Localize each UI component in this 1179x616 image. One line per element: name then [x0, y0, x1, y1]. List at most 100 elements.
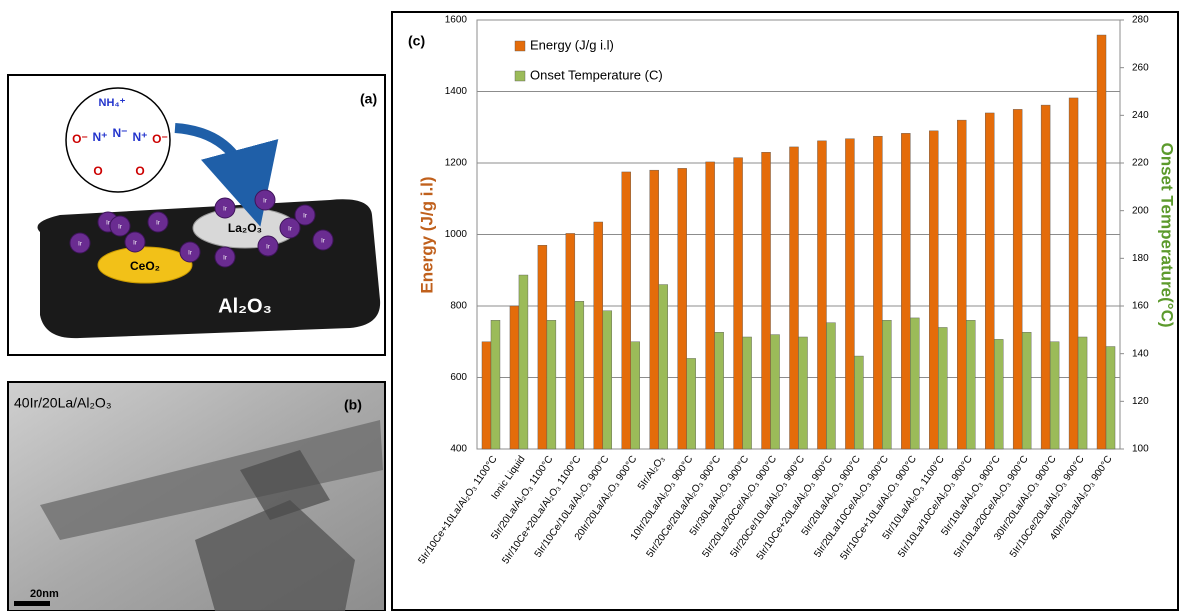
la-oxide: La₂O₃: [228, 221, 262, 235]
bar: [733, 157, 743, 450]
bar: [1105, 346, 1116, 450]
panel-label: (c): [408, 33, 425, 49]
legend-swatch: [514, 70, 526, 82]
bar: [789, 146, 799, 450]
bar: [1040, 104, 1051, 450]
y2-tick-label: 200: [1132, 205, 1149, 216]
y2-tick-label: 280: [1132, 15, 1149, 26]
scale-bar: [14, 601, 50, 606]
ir-label: Ir: [188, 251, 192, 257]
panel-a: (a) NH₄⁺ O⁻ N⁺ N⁻ N⁺ O⁻ O O Ir Ir Ir Ir Ir Ir…: [7, 74, 386, 356]
bar: [705, 161, 715, 450]
y2-tick-label: 260: [1132, 62, 1149, 73]
molecule-circle: [65, 87, 171, 193]
ir-label: Ir: [156, 221, 160, 227]
ir-particle: [124, 231, 146, 253]
bar: [854, 355, 864, 450]
y-axis-title: Energy (J/g i.l): [417, 176, 436, 293]
bar: [481, 341, 492, 450]
ir-particle: [214, 246, 236, 268]
ir-label: Ir: [223, 256, 227, 262]
y-tick-label: 1600: [445, 15, 468, 26]
ir-particle: [312, 229, 334, 251]
y-tick-label: 600: [450, 372, 467, 383]
legend-label: Energy (J/g i.l): [530, 37, 614, 52]
atom: N⁺: [133, 130, 148, 144]
atom: O⁻: [72, 132, 88, 146]
y-tick-label: 1200: [445, 158, 468, 169]
atom: N⁺: [93, 130, 108, 144]
ir-particle: [279, 217, 301, 239]
y-tick-label: 1000: [445, 229, 468, 240]
bar: [518, 274, 529, 450]
panel-label: (b): [344, 397, 362, 413]
bar: [798, 336, 808, 450]
bar: [984, 112, 995, 450]
bar: [509, 305, 520, 450]
bar: [593, 221, 604, 450]
bar: [686, 358, 696, 450]
ir-particle: [179, 241, 201, 263]
y-tick-label: 400: [450, 444, 467, 455]
atom: O: [93, 164, 102, 178]
y2-tick-label: 140: [1132, 348, 1149, 359]
ir-label: Ir: [106, 221, 110, 227]
y2-tick-label: 160: [1132, 301, 1149, 312]
ir-particle: [109, 215, 131, 237]
bar: [882, 320, 892, 450]
bar: [490, 320, 501, 450]
bar: [630, 341, 640, 450]
support: Al₂O₃: [218, 295, 272, 317]
bar: [1049, 341, 1060, 450]
nanorod: [40, 420, 383, 540]
particles: Ir Ir Ir Ir Ir Ir Ir Ir Ir Ir Ir Ir Ir: [69, 189, 334, 268]
bar: [957, 119, 967, 450]
bar: [537, 245, 548, 450]
y-tick-label: 800: [450, 301, 467, 312]
atom: O: [135, 164, 144, 178]
bar: [1096, 34, 1107, 450]
legend-swatch: [514, 40, 526, 52]
bar: [1068, 97, 1079, 450]
bar: [938, 327, 948, 450]
y2-tick-label: 100: [1132, 444, 1149, 455]
arrow: [174, 123, 279, 227]
ir-label: Ir: [263, 199, 267, 205]
ir-label: Ir: [133, 241, 137, 247]
bar: [761, 152, 771, 450]
bar: [565, 233, 576, 450]
ir-label: Ir: [78, 242, 82, 248]
bar: [546, 320, 557, 450]
bar: [574, 301, 585, 450]
y2-tick-label: 180: [1132, 253, 1149, 264]
panel-label: (a): [360, 91, 377, 107]
bar: [845, 138, 855, 450]
bar: [621, 171, 631, 450]
ir-label: Ir: [303, 214, 307, 220]
atom: O⁻: [152, 132, 168, 146]
bar: [817, 140, 827, 450]
cation: NH₄⁺: [99, 97, 126, 109]
chart: (c) Energy (J/g i.l) Onset Temperature(°…: [391, 11, 1179, 611]
legend-label: Onset Temperature (C): [530, 67, 663, 82]
panel-b: 40Ir/20La/Al₂O₃ (b) 20nm: [7, 381, 386, 612]
ir-particle: [69, 232, 91, 254]
particle-shape: [240, 450, 330, 520]
sample-label: 40Ir/20La/Al₂O₃: [14, 395, 112, 411]
scale-bar-label: 20nm: [30, 588, 59, 600]
ir-particle: [214, 197, 236, 219]
ir-particle: [254, 189, 276, 211]
y2-axis-title: Onset Temperature(°C): [1158, 142, 1177, 327]
ir-label: Ir: [118, 225, 122, 231]
particle-shape: [195, 500, 355, 611]
y2-tick-label: 240: [1132, 110, 1149, 121]
bar: [966, 320, 976, 450]
bar: [901, 133, 911, 450]
bar: [658, 284, 668, 450]
bar: [910, 317, 920, 450]
atom: N⁻: [113, 126, 128, 140]
y2-tick-label: 120: [1132, 396, 1149, 407]
bar: [742, 336, 752, 450]
